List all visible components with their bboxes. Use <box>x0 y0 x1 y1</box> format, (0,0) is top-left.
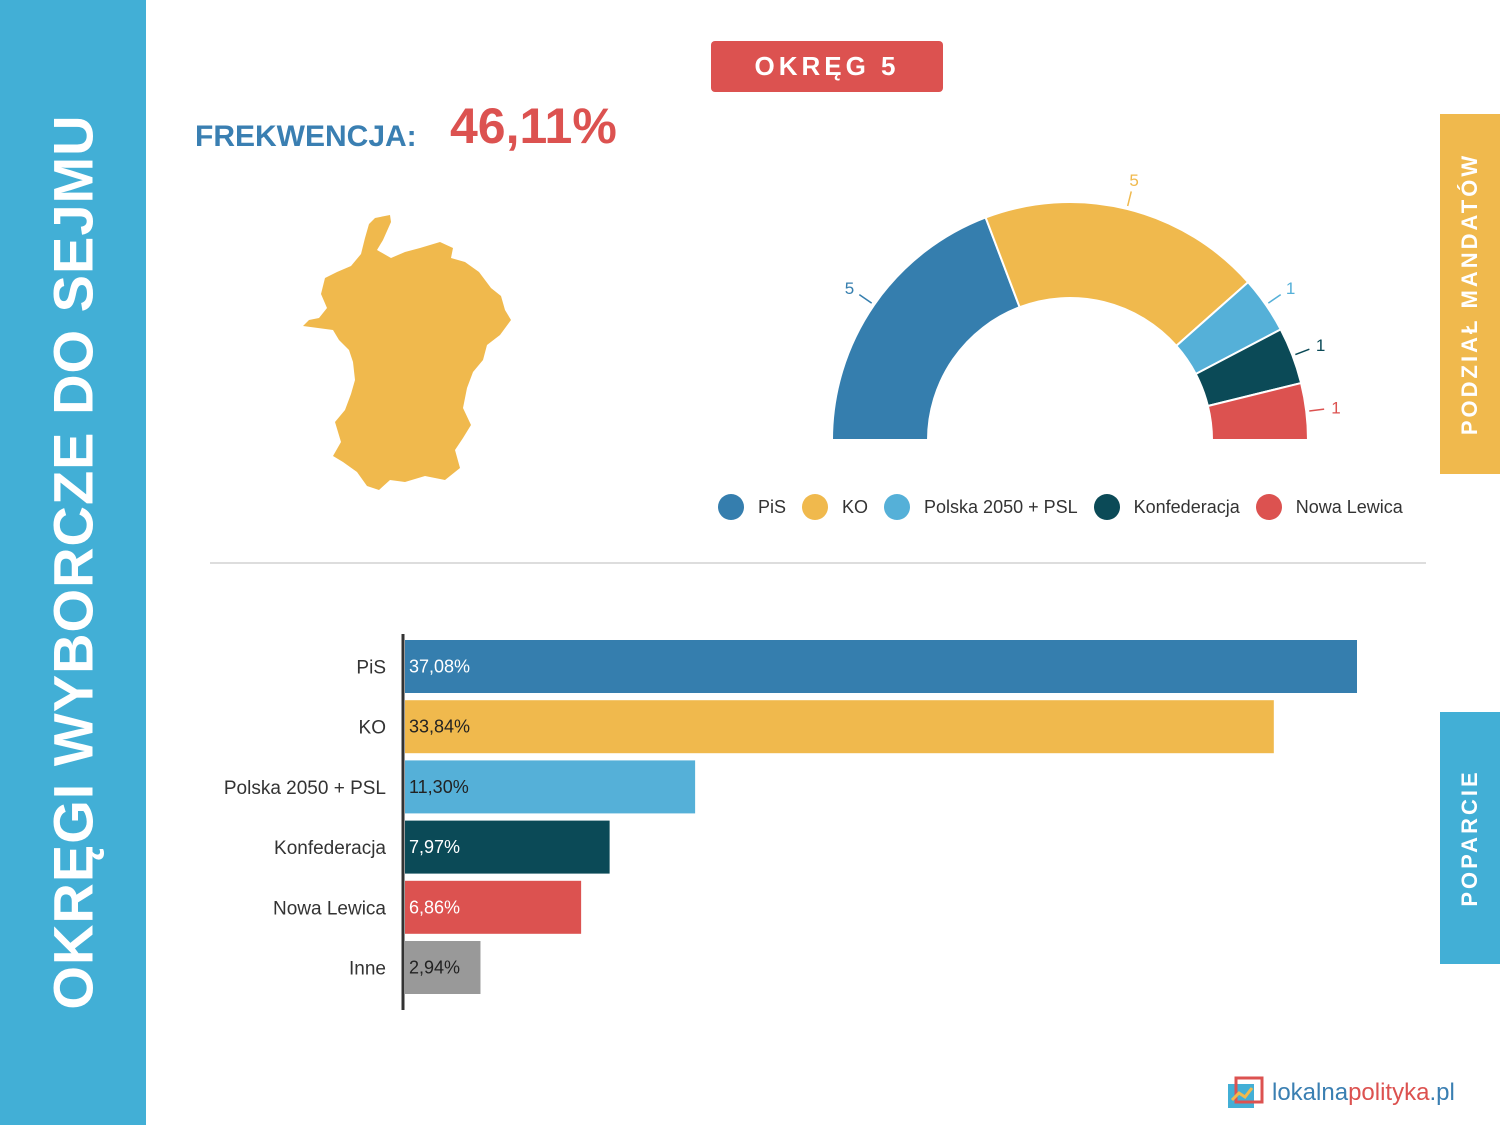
logo-icon <box>1228 1076 1264 1108</box>
seat-slice-nowa-lewica <box>1206 381 1310 441</box>
logo-text-tail: .pl <box>1429 1079 1455 1106</box>
bar-category-pis: PiS <box>356 658 386 679</box>
seat-leader-nowa-lewica <box>1309 408 1325 412</box>
legend-label-nowa-lewica: Nowa Lewica <box>1295 496 1403 517</box>
legend-label-pis: PiS <box>758 496 787 517</box>
bar-value-pis: 37,08% <box>409 657 470 677</box>
seat-label-polska-2050-psl: 1 <box>1286 279 1295 298</box>
logo-text-accent: polityka <box>1348 1079 1430 1106</box>
legend-item-ko: KO <box>802 494 868 520</box>
legend-item-polska-2050-psl: Polska 2050 + PSL <box>884 494 1078 520</box>
turnout-label: FREKWENCJA: <box>195 120 417 153</box>
seat-slice-pis <box>830 216 1021 441</box>
seat-leader-polska-2050-psl <box>1267 293 1282 304</box>
bar-value-inne: 2,94% <box>409 958 460 978</box>
bar-category-nowa-lewica: Nowa Lewica <box>273 898 386 919</box>
support-tab: POPARCIE <box>1440 712 1500 964</box>
seat-label-nowa-lewica: 1 <box>1331 399 1340 418</box>
bar-value-konfederacja: 7,97% <box>409 837 460 857</box>
district-map <box>303 215 511 490</box>
district-map-shape <box>303 215 511 490</box>
seat-distribution-chart: 5 5 1 1 1 <box>830 171 1341 441</box>
bar-ko <box>405 700 1274 754</box>
legend-label-ko: KO <box>842 496 869 517</box>
bar-category-inne: Inne <box>349 959 386 980</box>
section-divider <box>210 562 1426 564</box>
logo: lokalnapolityka.pl <box>1226 1076 1455 1110</box>
bar-polska-2050-psl <box>405 760 696 814</box>
legend-item-pis: PiS <box>718 494 786 520</box>
seat-leader-konfederacja <box>1295 348 1310 356</box>
seat-leader-ko <box>1126 191 1132 207</box>
support-bar-chart: PiS 37,08% KO 33,84% Polska 2050 + PSL 11,30%… <box>224 634 1357 1010</box>
legend-label-konfederacja: Konfederacja <box>1133 496 1240 517</box>
bar-value-ko: 33,84% <box>409 717 470 737</box>
legend-swatch-ko <box>802 494 829 520</box>
bar-category-konfederacja: Konfederacja <box>274 838 386 859</box>
seat-leader-pis <box>858 293 873 304</box>
bar-nowa-lewica <box>405 880 582 934</box>
support-tab-label: POPARCIE <box>1457 769 1482 907</box>
logo-text-main: lokalna <box>1272 1079 1349 1106</box>
legend-label-polska-2050-psl: Polska 2050 + PSL <box>924 496 1078 517</box>
legend-swatch-polska-2050-psl <box>884 494 911 520</box>
seats-tab-label: PODZIAŁ MANDATÓW <box>1457 152 1482 436</box>
bar-value-polska-2050-psl: 11,30% <box>409 777 469 797</box>
legend-swatch-pis <box>718 494 744 520</box>
legend-swatch-nowa-lewica <box>1255 494 1282 520</box>
legend-swatch-konfederacja <box>1093 494 1120 520</box>
seat-label-ko: 5 <box>1129 171 1138 190</box>
sidebar-title: OKRĘGI WYBORCZE DO SEJMU <box>41 114 105 1010</box>
bar-category-polska-2050-psl: Polska 2050 + PSL <box>224 778 386 799</box>
bar-category-ko: KO <box>359 718 386 739</box>
seat-label-pis: 5 <box>845 279 854 298</box>
bar-konfederacja <box>405 820 610 874</box>
bar-pis <box>405 640 1357 693</box>
bar-inne <box>405 941 481 994</box>
bar-value-nowa-lewica: 6,86% <box>409 897 460 917</box>
district-badge: OKRĘG 5 <box>711 41 943 92</box>
seat-slice-ko <box>984 201 1250 348</box>
legend-item-nowa-lewica: Nowa Lewica <box>1255 494 1403 520</box>
seat-legend: PiS KO Polska 2050 + PSL Konfederacja No… <box>718 494 1419 520</box>
sidebar: OKRĘGI WYBORCZE DO SEJMU <box>0 0 146 1125</box>
legend-item-konfederacja: Konfederacja <box>1093 494 1240 520</box>
turnout-value: 46,11% <box>450 98 617 154</box>
seats-tab: PODZIAŁ MANDATÓW <box>1440 114 1500 474</box>
seat-label-konfederacja: 1 <box>1316 336 1325 355</box>
